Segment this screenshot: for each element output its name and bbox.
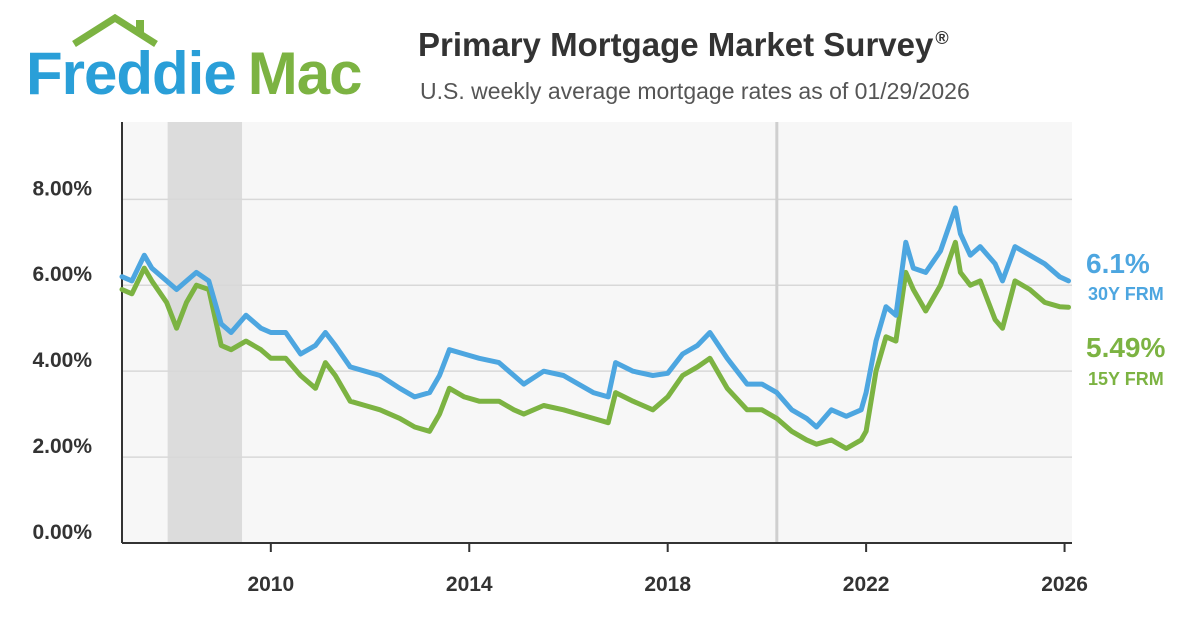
y-tick-label-0: 0.00% <box>32 521 92 544</box>
series-end-value-0: 6.1% <box>1086 248 1150 279</box>
plot-background <box>122 122 1072 543</box>
series-name-label-1: 15Y FRM <box>1088 369 1164 389</box>
x-tick-label-3: 2022 <box>843 573 890 596</box>
series-line-1 <box>119 239 1071 451</box>
house-roof-icon <box>72 14 158 47</box>
registered-mark: ® <box>935 28 949 48</box>
logo-wordmark: Freddie Mac <box>26 44 362 104</box>
page-subtitle: U.S. weekly average mortgage rates as of… <box>420 78 970 104</box>
y-tick-label-4: 8.00% <box>32 177 92 200</box>
page-title: Primary Mortgage Market Survey ® <box>418 26 949 64</box>
x-tick-label-2: 2018 <box>644 573 691 596</box>
y-tick-label-3: 6.00% <box>32 263 92 286</box>
series-line-0 <box>119 205 1071 430</box>
y-tick-label-1: 2.00% <box>32 435 92 458</box>
series-end-value-1: 5.49% <box>1086 332 1165 363</box>
title-text: Primary Mortgage Market Survey <box>418 26 934 63</box>
logo-word-freddie: Freddie <box>26 40 237 107</box>
logo-word-mac: Mac <box>247 40 363 107</box>
x-tick-label-1: 2014 <box>446 573 493 596</box>
freddie-mac-logo: Freddie Mac <box>24 14 384 110</box>
series-name-label-0: 30Y FRM <box>1088 284 1164 304</box>
x-tick-label-0: 2010 <box>247 573 294 596</box>
y-tick-label-2: 4.00% <box>32 349 92 372</box>
x-tick-label-4: 2026 <box>1041 573 1088 596</box>
